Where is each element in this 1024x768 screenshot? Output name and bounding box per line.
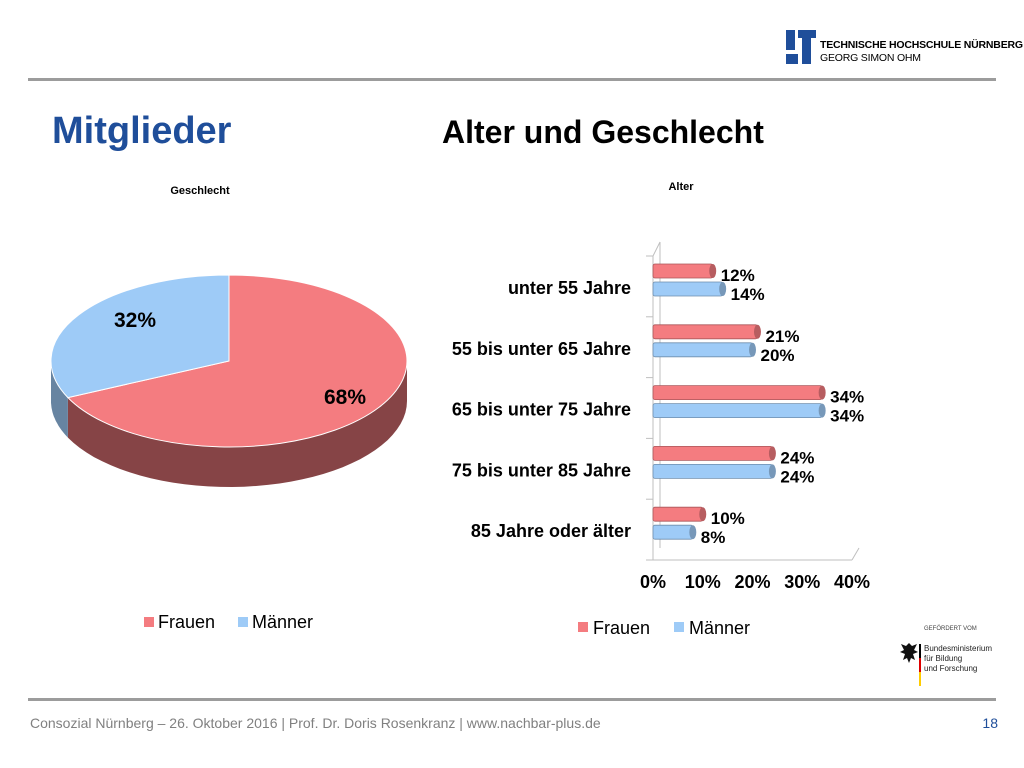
logo-line-1: TECHNISCHE HOCHSCHULE NÜRNBERG [820, 39, 1023, 51]
bar-frauen [652, 263, 714, 279]
legend-label: Männer [252, 612, 313, 632]
bar-x-tick-label: 40% [834, 572, 870, 592]
pie-value-label: 68% [324, 386, 366, 409]
bar-value-label: 12% [721, 266, 755, 285]
bar-value-label: 14% [731, 285, 765, 304]
bottom-divider [28, 698, 996, 701]
legend-swatch [674, 622, 684, 632]
bar-value-label: 8% [701, 528, 726, 547]
bar-frauen [652, 445, 773, 461]
bar-x-tick-label: 20% [734, 572, 770, 592]
eagle-icon [900, 643, 921, 686]
bar-cap-frauen [753, 324, 761, 339]
bar-baseline-edge [851, 547, 860, 561]
legend-label: Frauen [593, 618, 650, 638]
bar-cap-maenner [689, 525, 697, 540]
legend-swatch [144, 617, 154, 627]
legend-swatch [578, 622, 588, 632]
bar-title: Alter [668, 181, 694, 193]
sponsor-name-line: und Forschung [924, 664, 978, 673]
chart-heading: Alter und Geschlecht [442, 114, 764, 150]
legend-label: Frauen [158, 612, 215, 632]
bar-maenner [652, 463, 773, 479]
bar-x-tick-label: 10% [685, 572, 721, 592]
bar-value-label: 21% [765, 327, 799, 346]
top-divider [28, 78, 996, 81]
gender-pie-chart: Geschlecht 68% 32% Frauen Männer [50, 185, 408, 632]
bar-value-label: 24% [780, 448, 814, 467]
bar-value-label: 34% [830, 388, 864, 407]
bar-cap-maenner [719, 282, 727, 296]
bar-maenner [652, 403, 823, 419]
bar-frauen [652, 324, 758, 340]
bar-frauen [652, 385, 823, 401]
university-logo-mark-icon [786, 30, 816, 64]
bar-value-label: 34% [830, 407, 864, 426]
sponsor-logo: GEFÖRDERT VOM Bundesministerium für Bild… [892, 618, 996, 698]
bar-category-label: 65 bis unter 75 Jahre [452, 400, 631, 420]
bar-cap-maenner [768, 464, 776, 479]
bar-cap-maenner [818, 403, 826, 418]
bar-cap-maenner [749, 342, 756, 357]
page-number: 18 [982, 715, 998, 731]
logo-line-2: GEORG SIMON OHM [820, 52, 921, 64]
bar-maenner [652, 524, 694, 540]
bar-cap-frauen [709, 264, 717, 278]
university-logo: TECHNISCHE HOCHSCHULE NÜRNBERG GEORG SIM… [786, 30, 1023, 66]
pie-title: Geschlecht [170, 185, 230, 197]
bar-frauen [652, 506, 704, 522]
page-title: Mitglieder [52, 110, 232, 152]
pie-slice-maenner [50, 274, 230, 399]
footer-text: Consozial Nürnberg – 26. Oktober 2016 | … [30, 715, 601, 731]
bar-x-tick-label: 0% [640, 572, 666, 592]
bar-cap-frauen [768, 446, 776, 461]
bar-maenner [652, 342, 753, 358]
bar-category-label: 75 bis unter 85 Jahre [452, 460, 631, 480]
bar-value-label: 20% [761, 346, 795, 365]
pie-slice-frauen [66, 274, 408, 448]
pie-value-label: 32% [114, 309, 156, 332]
bar-value-label: 24% [780, 467, 814, 486]
age-bar-chart: Alter unter 55 Jahre 12%14% 55 bis unter 65… [452, 181, 870, 638]
sponsor-name: Bundesministerium für Bildung und Forsch… [924, 644, 992, 674]
bar-category-label: 55 bis unter 65 Jahre [452, 339, 631, 359]
pie-side-frauen [67, 361, 408, 487]
sponsor-name-line: für Bildung [924, 654, 963, 663]
bar-category-label: unter 55 Jahre [508, 278, 631, 298]
bar-cap-frauen [699, 507, 707, 522]
sponsor-name-line: Bundesministerium [924, 644, 993, 653]
bar-maenner [652, 281, 724, 297]
bar-cap-frauen [818, 385, 826, 400]
bar-top-edge [652, 241, 661, 257]
legend-swatch [238, 617, 248, 627]
bar-category-label: 85 Jahre oder älter [471, 521, 631, 541]
bar-x-tick-label: 30% [784, 572, 820, 592]
sponsor-label: GEFÖRDERT VOM [924, 626, 977, 632]
legend-label: Männer [689, 618, 750, 638]
bar-value-label: 10% [711, 509, 745, 528]
